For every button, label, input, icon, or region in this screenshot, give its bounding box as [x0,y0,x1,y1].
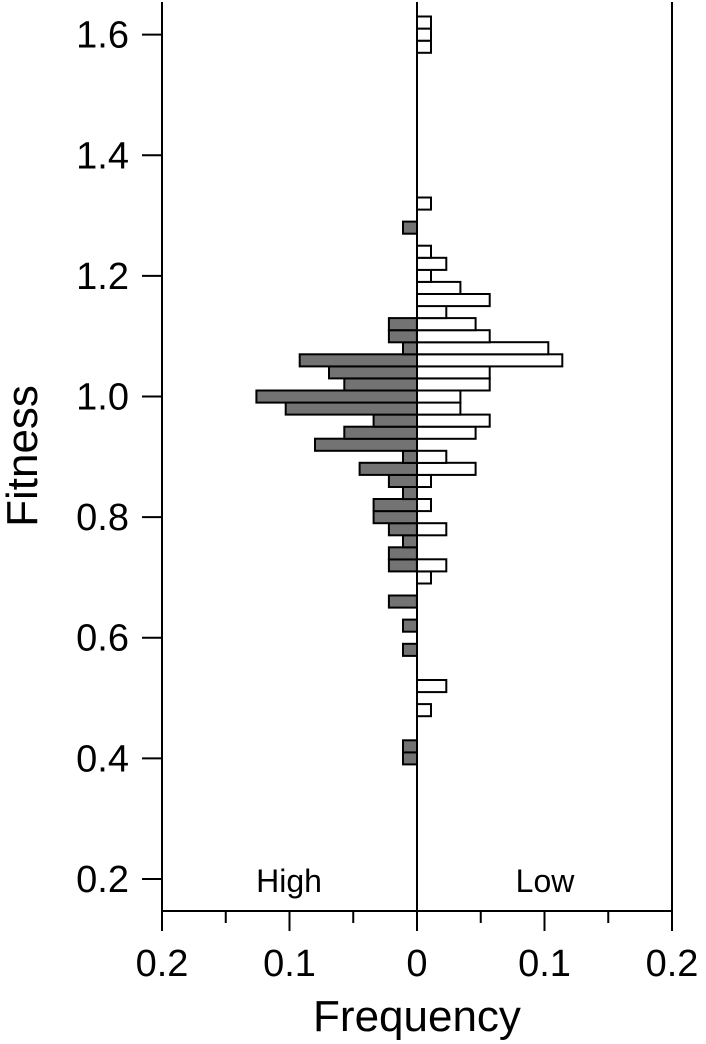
y-tick-label: 0.6 [76,618,129,660]
bar-low-1.12 [416,317,477,332]
bar-low-1.24 [416,244,432,259]
y-tick-label: 0.2 [76,859,129,901]
bar-high-0.76 [402,534,418,549]
bar-low-0.70 [416,570,432,585]
bar-high-0.84 [402,486,418,501]
bar-high-1.06 [298,353,419,368]
bar-low-0.48 [416,703,432,718]
bar-high-1.04 [328,365,418,380]
bar-high-1.08 [402,341,418,356]
x-tick-label: 0.1 [518,943,571,985]
bar-low-1.62 [416,15,432,30]
bar-low-1.60 [416,27,432,42]
bar-high-0.72 [387,558,418,573]
bar-low-0.86 [416,473,432,488]
bar-low-0.90 [416,449,448,464]
bar-low-1.14 [416,305,448,320]
bar-high-0.42 [402,739,418,754]
bar-low-1.18 [416,280,462,295]
bar-high-1.10 [387,329,418,344]
bar-high-0.92 [314,437,418,452]
y-axis-title: Fitness [0,385,47,527]
x-tick-label: 0.1 [263,943,316,985]
bar-low-0.82 [416,498,432,513]
bar-high-0.78 [387,522,418,537]
bar-low-1.04 [416,365,491,380]
bar-high-0.98 [284,401,419,416]
panel-label-high: High [256,863,322,899]
x-axis-title: Frequency [313,992,521,1041]
bar-low-1.16 [416,293,491,308]
low-bars-group [416,15,564,718]
bar-high-1.12 [387,317,418,332]
bar-high-0.66 [387,594,418,609]
bar-low-0.88 [416,461,477,476]
bar-high-0.88 [358,461,419,476]
x-tick-label: 0.2 [136,943,189,985]
bar-high-1.02 [343,377,418,392]
bar-high-0.90 [402,449,418,464]
bar-high-0.86 [387,473,418,488]
bar-low-1.20 [416,268,432,283]
bar-low-1.06 [416,353,564,368]
bar-low-1.58 [416,39,432,54]
high-bars-group [255,220,419,766]
bar-low-0.52 [416,679,448,694]
axes-group: 0.2 0.4 0.6 0.8 1.0 1.2 1.4 1.6 0.2 0.1 0 0.1 0.2 [76,15,698,985]
bar-low-1.22 [416,256,448,271]
y-tick-label: 1.6 [76,15,129,57]
x-tick-label: 0.2 [646,943,699,985]
bar-low-1.00 [416,389,462,404]
bar-high-1.00 [255,389,419,404]
bar-low-0.94 [416,425,477,440]
bar-low-1.10 [416,329,491,344]
y-tick-label: 0.8 [76,497,129,539]
bar-high-0.82 [372,498,419,513]
bar-low-0.78 [416,522,448,537]
y-tick-label: 1.0 [76,377,129,419]
bar-high-0.94 [343,425,418,440]
y-tick-label: 0.4 [76,738,129,780]
bar-low-1.08 [416,341,550,356]
panel-label-low: Low [516,863,576,899]
x-tick-label: 0 [406,943,427,985]
bar-high-0.58 [402,642,418,657]
bar-high-0.62 [402,618,418,633]
bar-high-0.40 [402,751,418,766]
bar-high-0.96 [372,413,419,428]
bar-low-0.72 [416,558,448,573]
bar-high-1.28 [402,220,418,235]
bar-high-0.74 [387,546,418,561]
y-tick-label: 1.4 [76,135,129,177]
bar-low-0.98 [416,401,462,416]
bar-low-0.96 [416,413,491,428]
y-tick-label: 1.2 [76,256,129,298]
plot-frame [161,2,673,912]
bar-low-1.02 [416,377,491,392]
bar-low-1.32 [416,196,432,211]
bar-high-0.80 [372,510,419,525]
